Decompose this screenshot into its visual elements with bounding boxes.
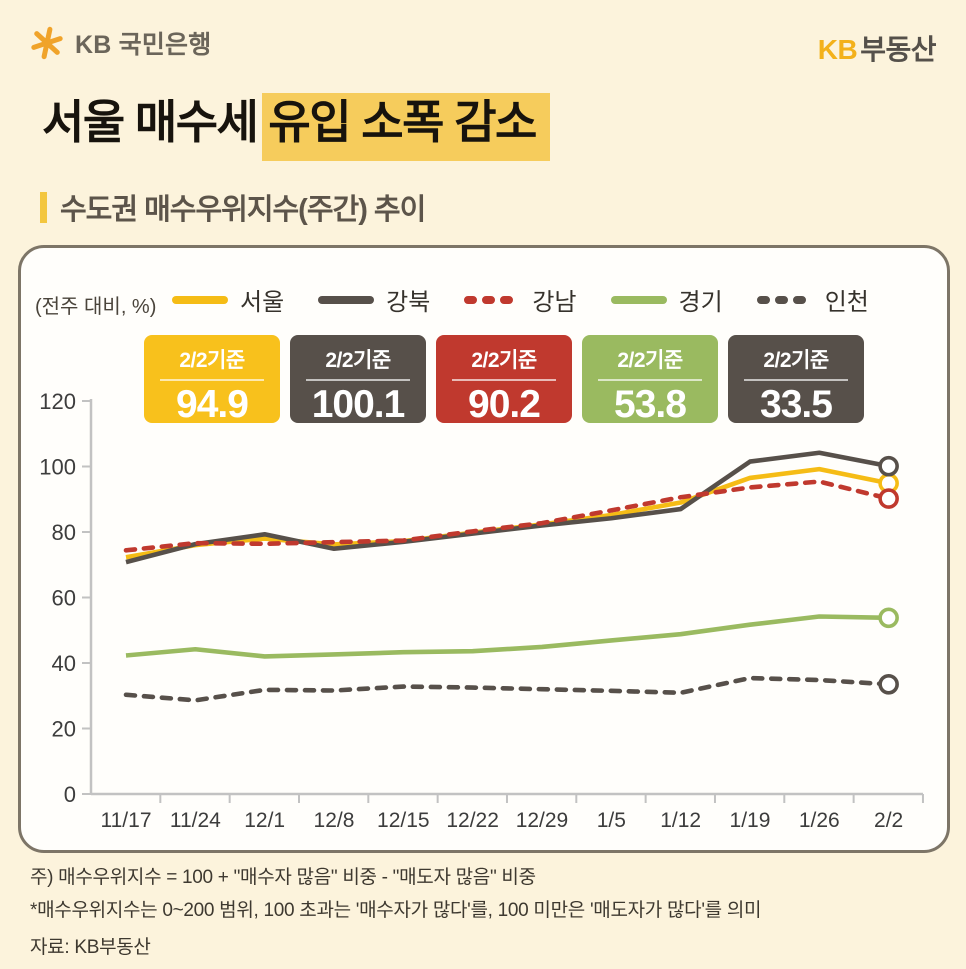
- chart-card: (전주 대비, %) 서울 강북 강남 경기 인천 2/2기준 94.9 2/2기준 100.…: [18, 245, 950, 853]
- kb-star-icon: [31, 26, 63, 60]
- footnote-range: *매수우위지수는 0~200 범위, 100 초과는 '매수자가 많다'를, 1…: [30, 899, 762, 921]
- unit-label: (전주 대비, %): [35, 296, 157, 318]
- y-tick-label: 40: [52, 651, 76, 676]
- badge-date-label: 2/2기준: [471, 349, 537, 372]
- x-tick-label: 12/22: [446, 809, 499, 832]
- x-tick-label: 11/24: [170, 809, 221, 832]
- page-title-lead: 서울 매수세: [42, 96, 259, 148]
- brand-kb-text: KB: [817, 34, 858, 65]
- legend-item-3: 경기: [610, 282, 723, 317]
- page-title: 서울 매수세 유입 소폭 감소: [42, 86, 550, 161]
- badge-value: 94.9: [176, 383, 249, 426]
- legend-label: 경기: [678, 289, 723, 316]
- x-tick-label: 1/12: [660, 809, 701, 832]
- series-line-3: [125, 614, 889, 659]
- y-tick-label: 100: [39, 455, 76, 480]
- badge-separator: [306, 379, 410, 381]
- badge-value: 53.8: [614, 383, 687, 426]
- badge-value: 33.5: [760, 383, 833, 426]
- badge-date-label: 2/2기준: [325, 349, 391, 372]
- x-tick-label: 1/19: [730, 809, 771, 832]
- x-tick-label: 12/8: [314, 809, 355, 832]
- legend-swatch-icon: [318, 295, 375, 304]
- end-marker-4: [878, 673, 899, 695]
- legend-swatch-icon: [610, 295, 667, 304]
- latest-badge-2: 2/2기준 90.2: [436, 335, 572, 426]
- legend-label: 강남: [532, 289, 577, 316]
- series-line-4: [123, 675, 891, 703]
- badge-separator: [160, 379, 264, 381]
- badge-date-label: 2/2기준: [617, 349, 683, 372]
- kb-realestate-logo: KB 부동산: [817, 28, 937, 68]
- latest-value-badges: 2/2기준 94.9 2/2기준 100.1 2/2기준 90.2 2/2기준 53.8 2/2…: [144, 335, 864, 426]
- legend-label: 강북: [386, 289, 431, 316]
- bank-name-label: KB 국민은행: [75, 31, 212, 59]
- footnote-definition: 주) 매수우위지수 = 100 + "매수자 많음" 비중 - "매도자 많음"…: [30, 867, 536, 888]
- latest-badge-1: 2/2기준 100.1: [290, 335, 426, 426]
- badge-date-label: 2/2기준: [763, 349, 829, 372]
- x-tick-label: 2/2: [874, 809, 903, 832]
- source-label: 자료: KB부동산: [30, 937, 151, 959]
- legend-swatch-icon: [172, 295, 228, 304]
- page-title-highlight: 유입 소폭 감소: [262, 93, 550, 161]
- x-tick-label: 1/5: [597, 809, 626, 832]
- badge-value: 100.1: [311, 383, 406, 426]
- legend-item-4: 인천: [756, 282, 869, 317]
- footnotes: 주) 매수우위지수 = 100 + "매수자 많음" 비중 - "매도자 많음"…: [30, 862, 761, 965]
- section-header: 수도권 매수우위지수(주간) 추이: [40, 186, 426, 228]
- legend-item-2: 강남: [463, 282, 577, 317]
- section-accent-bar: [40, 191, 47, 223]
- brand-rest-text: 부동산: [860, 34, 936, 65]
- y-tick-label: 60: [52, 586, 76, 611]
- x-tick-label: 1/26: [799, 809, 840, 832]
- chart-legend: 서울 강북 강남 경기 인천: [171, 282, 869, 317]
- latest-badge-0: 2/2기준 94.9: [144, 335, 280, 426]
- latest-badge-4: 2/2기준 33.5: [728, 335, 864, 426]
- legend-swatch-icon: [464, 295, 521, 304]
- legend-label: 서울: [240, 289, 285, 316]
- y-tick-label: 0: [64, 782, 76, 807]
- y-tick-label: 80: [52, 520, 76, 545]
- section-title: 수도권 매수우위지수(주간) 추이: [60, 194, 426, 226]
- x-tick-label: 11/17: [101, 809, 152, 832]
- y-tick-label: 20: [52, 717, 76, 742]
- end-marker-1: [878, 455, 899, 477]
- kb-bank-logo: KB 국민은행: [28, 24, 211, 62]
- x-tick-label: 12/15: [377, 809, 430, 832]
- badge-value: 90.2: [468, 383, 541, 426]
- line-chart: 0 20 40 60 80 100 120 11/17 11/24 12/1 12/8 12/15 12…: [39, 389, 924, 832]
- end-marker-2: [878, 488, 899, 509]
- legend-swatch-icon: [756, 295, 813, 304]
- badge-separator: [452, 379, 556, 381]
- badge-separator: [744, 379, 848, 381]
- x-tick-label: 12/1: [244, 809, 285, 832]
- x-tick-label: 12/29: [516, 809, 569, 832]
- badge-separator: [598, 379, 702, 381]
- legend-item-1: 강북: [317, 282, 430, 317]
- end-marker-3: [878, 607, 899, 629]
- y-tick-label: 120: [39, 389, 76, 414]
- legend-item-0: 서울: [171, 282, 284, 317]
- latest-badge-3: 2/2기준 53.8: [582, 335, 718, 426]
- series-line-2: [123, 479, 891, 553]
- badge-date-label: 2/2기준: [179, 349, 245, 372]
- legend-label: 인천: [824, 289, 869, 316]
